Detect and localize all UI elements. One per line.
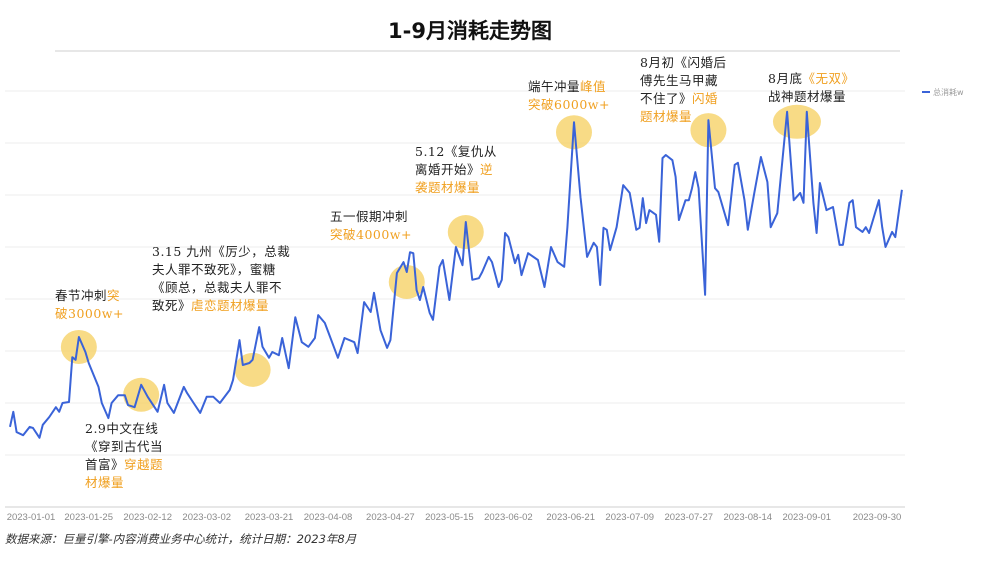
source-note: 数据来源：巨量引擎-内容消费业务中心统计，统计日期：2023年8月: [5, 532, 357, 546]
series-line: [9, 110, 903, 439]
annotation-highlight-text: 虐恋题材爆量: [191, 298, 270, 313]
annotation: 春节冲刺突 破3000w+: [55, 287, 124, 323]
x-tick-label: 2023-09-30: [853, 512, 902, 523]
annotation-highlight-text: 袭题材爆量: [415, 180, 481, 195]
highlight-circle: [234, 352, 271, 387]
annotation-text: 3.15 九州《厉少，总裁: [152, 244, 291, 259]
chart-title: 1-9月消耗走势图: [388, 19, 552, 43]
annotation-line: 8月初《闪婚后: [640, 54, 726, 72]
annotation-line: 2.9中文在线: [85, 420, 163, 438]
annotation: 2.9中文在线 《穿到古代当 首富》穿越题 材爆量: [85, 420, 163, 492]
annotation-highlight-text: 题材爆量: [640, 109, 693, 124]
annotation-text: 傅先生马甲藏: [640, 73, 719, 88]
x-tick-label: 2023-05-15: [425, 512, 474, 523]
annotation-highlight-text: 破3000w+: [55, 306, 124, 321]
annotation-text: 8月底: [768, 71, 803, 86]
x-tick-label: 2023-03-21: [245, 512, 294, 523]
annotation-line: 破3000w+: [55, 305, 124, 323]
annotation-text: 《顾总，总裁夫人罪不: [152, 280, 283, 295]
annotation-text: 离婚开始》: [415, 162, 481, 177]
annotation-line: 傅先生马甲藏: [640, 72, 726, 90]
annotation-line: 五一假期冲刺: [330, 208, 412, 226]
annotation-line: 夫人罪不致死》，蜜糖: [152, 261, 290, 279]
legend: 总消耗w: [922, 87, 964, 97]
annotation-line: 题材爆量: [640, 108, 726, 126]
annotation-line: 战神题材爆量: [768, 88, 854, 106]
annotation-highlight-text: 突破6000w+: [528, 97, 610, 112]
annotation-line: 3.15 九州《厉少，总裁: [152, 243, 290, 261]
annotation-text: 战神题材爆量: [768, 89, 847, 104]
x-tick-label: 2023-04-27: [366, 512, 415, 523]
annotation-line: 突破6000w+: [528, 96, 610, 114]
annotation-highlight-text: 峰值: [580, 79, 607, 94]
annotation-line: 8月底《无双》: [768, 70, 854, 88]
annotation-highlight-text: 材爆量: [85, 475, 125, 490]
x-tick-label: 2023-08-14: [723, 512, 772, 523]
annotation-line: 《穿到古代当: [85, 438, 163, 456]
annotation-text: 春节冲刺: [55, 288, 108, 303]
annotation-line: 袭题材爆量: [415, 179, 497, 197]
annotation: 端午冲量峰值 突破6000w+: [528, 78, 610, 114]
annotation-line: 5.12《复仇从: [415, 143, 497, 161]
annotation-highlight-text: 《无双》: [802, 71, 855, 86]
annotation-line: 材爆量: [85, 474, 163, 492]
series-line-path: [9, 110, 903, 439]
annotation-highlight-text: 突破4000w+: [330, 227, 412, 242]
annotation-text: 8月初《闪婚后: [640, 55, 727, 70]
annotation-highlight-text: 穿越题: [124, 457, 164, 472]
x-tick-label: 2023-02-12: [123, 512, 172, 523]
x-tick-label: 2023-07-09: [605, 512, 654, 523]
annotation-highlight-text: 突: [107, 288, 121, 303]
highlight-circle: [772, 104, 821, 139]
annotation-line: 春节冲刺突: [55, 287, 124, 305]
annotation-text: 首富》: [85, 457, 125, 472]
annotation: 8月初《闪婚后 傅先生马甲藏 不住了》闪婚 题材爆量: [640, 54, 726, 126]
annotation-line: 首富》穿越题: [85, 456, 163, 474]
x-tick-label: 2023-03-02: [182, 512, 231, 523]
annotation-highlight-text: 逆: [480, 162, 494, 177]
legend-label: 总消耗w: [933, 87, 964, 97]
annotation-line: 不住了》闪婚: [640, 90, 726, 108]
annotation: 3.15 九州《厉少，总裁 夫人罪不致死》，蜜糖 《顾总，总裁夫人罪不 致死》虐恋题材…: [152, 243, 290, 315]
x-tick-label: 2023-04-08: [304, 512, 353, 523]
annotation-text: 不住了》: [640, 91, 693, 106]
annotation: 5.12《复仇从 离婚开始》逆 袭题材爆量: [415, 143, 497, 197]
x-tick-label: 2023-06-21: [546, 512, 595, 523]
x-axis-ticks: 2023-01-01 2023-01-25 2023-02-12 2023-03-02…: [7, 512, 902, 523]
annotation-text: 2.9中文在线: [85, 421, 159, 436]
x-tick-label: 2023-09-01: [782, 512, 831, 523]
x-tick-label: 2023-01-25: [64, 512, 113, 523]
annotation-text: 五一假期冲刺: [330, 209, 409, 224]
highlight-circle: [60, 329, 97, 364]
annotation-line: 突破4000w+: [330, 226, 412, 244]
annotation-text: 《穿到古代当: [85, 439, 164, 454]
annotation-line: 端午冲量峰值: [528, 78, 610, 96]
annotation: 8月底《无双》 战神题材爆量: [768, 70, 854, 106]
annotation-text: 5.12《复仇从: [415, 144, 497, 159]
annotation: 五一假期冲刺 突破4000w+: [330, 208, 412, 244]
x-tick-label: 2023-06-02: [484, 512, 533, 523]
annotation-text: 端午冲量: [528, 79, 581, 94]
annotation-line: 致死》虐恋题材爆量: [152, 297, 290, 315]
x-tick-label: 2023-01-01: [7, 512, 56, 523]
highlight-circle: [123, 377, 160, 412]
annotation-line: 离婚开始》逆: [415, 161, 497, 179]
annotation-highlight-text: 闪婚: [692, 91, 719, 106]
annotation-line: 《顾总，总裁夫人罪不: [152, 279, 290, 297]
x-tick-label: 2023-07-27: [664, 512, 713, 523]
annotation-text: 致死》: [152, 298, 192, 313]
annotation-text: 夫人罪不致死》，蜜糖: [152, 262, 276, 277]
